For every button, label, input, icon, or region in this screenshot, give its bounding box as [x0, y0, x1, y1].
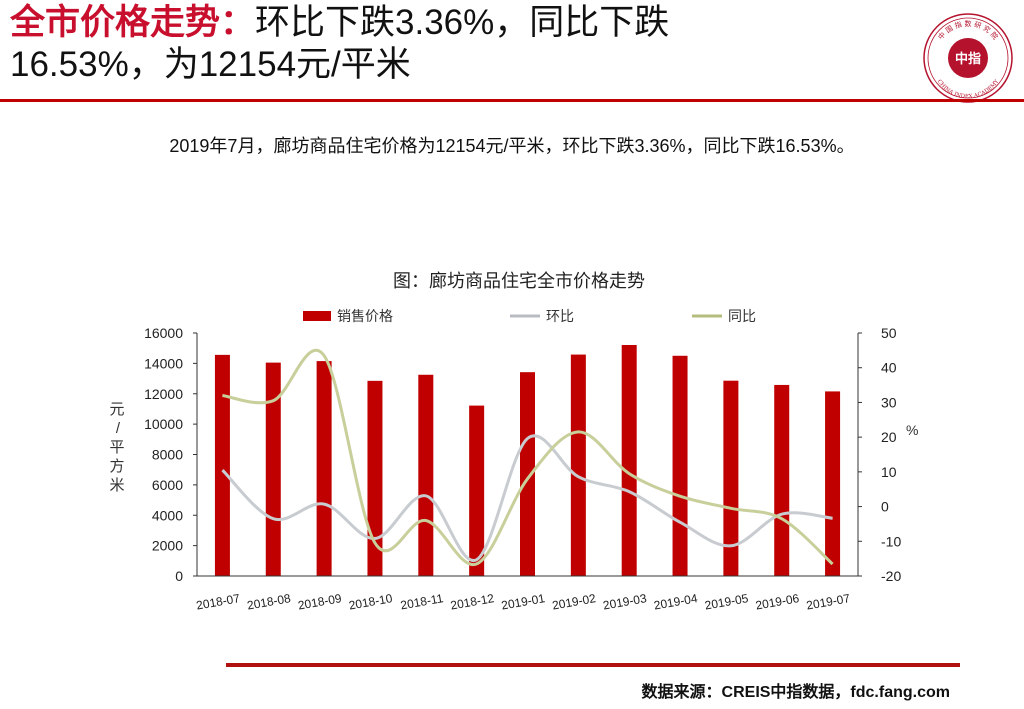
title-highlight: 全市价格走势：	[10, 3, 256, 42]
x-tick-label-2018-09: 2018-09	[297, 591, 343, 612]
bar-sales-price-2018-11	[418, 374, 434, 576]
legend-swatch-sales-price	[303, 311, 331, 321]
y-right-tick-label-40: 40	[881, 360, 897, 376]
footer-divider	[226, 663, 960, 667]
legend-label-yoy: 同比	[728, 308, 756, 324]
x-tick-label-2019-03: 2019-03	[602, 591, 648, 612]
y-left-tick-label-0: 0	[175, 568, 183, 584]
y-right-tick-label-0: 0	[881, 499, 889, 515]
y-right-tick-label-30: 30	[881, 394, 897, 410]
page-title: 全市价格走势：环比下跌3.36%，同比下跌 16.53%，为12154元/平米	[10, 2, 890, 86]
summary-text: 2019年7月，廊坊商品住宅价格为12154元/平米，环比下跌3.36%，同比下…	[169, 136, 855, 156]
y-left-tick-label-12000: 12000	[144, 386, 183, 402]
title-line-2: 16.53%，为12154元/平米	[10, 45, 411, 84]
logo-center-text: 中指	[955, 51, 981, 67]
data-source: 数据来源：CREIS中指数据，fdc.fang.com	[641, 684, 950, 701]
y-right-tick-label-20: 20	[881, 429, 897, 445]
chart-title: 图：廊坊商品住宅全市价格走势	[393, 271, 645, 291]
x-tick-label-2019-07: 2019-07	[805, 591, 851, 612]
bar-sales-price-2019-05	[723, 380, 739, 576]
y-right-tick-label--20: -20	[881, 568, 901, 584]
y-left-tick-label-2000: 2000	[152, 538, 183, 554]
y-left-tick-label-16000: 16000	[144, 325, 183, 341]
bar-sales-price-2018-12	[469, 405, 485, 576]
title-line-1-rest: 环比下跌3.36%，同比下跌	[255, 3, 670, 42]
x-tick-label-2019-02: 2019-02	[551, 591, 597, 612]
x-tick-label-2019-06: 2019-06	[754, 591, 800, 612]
x-tick-label-2018-10: 2018-10	[348, 591, 394, 612]
y-right-tick-label-10: 10	[881, 464, 897, 480]
bar-sales-price-2018-10	[367, 380, 383, 576]
x-tick-label-2019-04: 2019-04	[653, 591, 699, 612]
x-tick-label-2018-11: 2018-11	[399, 591, 444, 612]
x-tick-label-2018-07: 2018-07	[195, 591, 241, 612]
y-left-tick-label-4000: 4000	[152, 507, 183, 523]
y-left-tick-label-6000: 6000	[152, 477, 183, 493]
bar-sales-price-2018-09	[316, 361, 332, 576]
bar-sales-price-2019-01	[520, 372, 535, 576]
header-divider	[0, 99, 1024, 102]
legend-label-mom: 环比	[546, 308, 574, 324]
y-axis-left-label: 元/平方米	[109, 401, 124, 494]
bar-sales-price-2018-07	[214, 354, 230, 576]
line-mom	[221, 434, 833, 562]
x-tick-label-2018-08: 2018-08	[246, 591, 292, 612]
line-yoy	[222, 348, 834, 566]
y-left-tick-label-14000: 14000	[144, 355, 183, 371]
y-right-tick-label-50: 50	[881, 325, 897, 341]
x-tick-label-2019-01: 2019-01	[500, 591, 546, 612]
bar-sales-price-2019-06	[774, 384, 790, 576]
bar-sales-price-2019-04	[672, 355, 688, 576]
y-left-tick-label-10000: 10000	[144, 416, 183, 432]
china-index-academy-logo: 中指 中 国 指 数 研 究 院 CHINA INDEX ACADEMY	[923, 13, 1013, 103]
x-tick-label-2019-05: 2019-05	[704, 591, 750, 612]
bar-sales-price-2018-08	[265, 362, 281, 576]
legend-label-sales-price: 销售价格	[337, 308, 393, 324]
bar-sales-price-2019-07	[825, 391, 841, 576]
title-line-1: 全市价格走势：环比下跌3.36%，同比下跌	[10, 2, 890, 44]
y-axis-right-label: %	[906, 422, 918, 438]
y-right-tick-label--10: -10	[881, 533, 901, 549]
bar-sales-price-2019-03	[621, 344, 637, 576]
x-tick-label-2018-12: 2018-12	[449, 591, 495, 612]
y-left-tick-label-8000: 8000	[152, 447, 183, 463]
bar-sales-price-2019-02	[570, 354, 586, 576]
